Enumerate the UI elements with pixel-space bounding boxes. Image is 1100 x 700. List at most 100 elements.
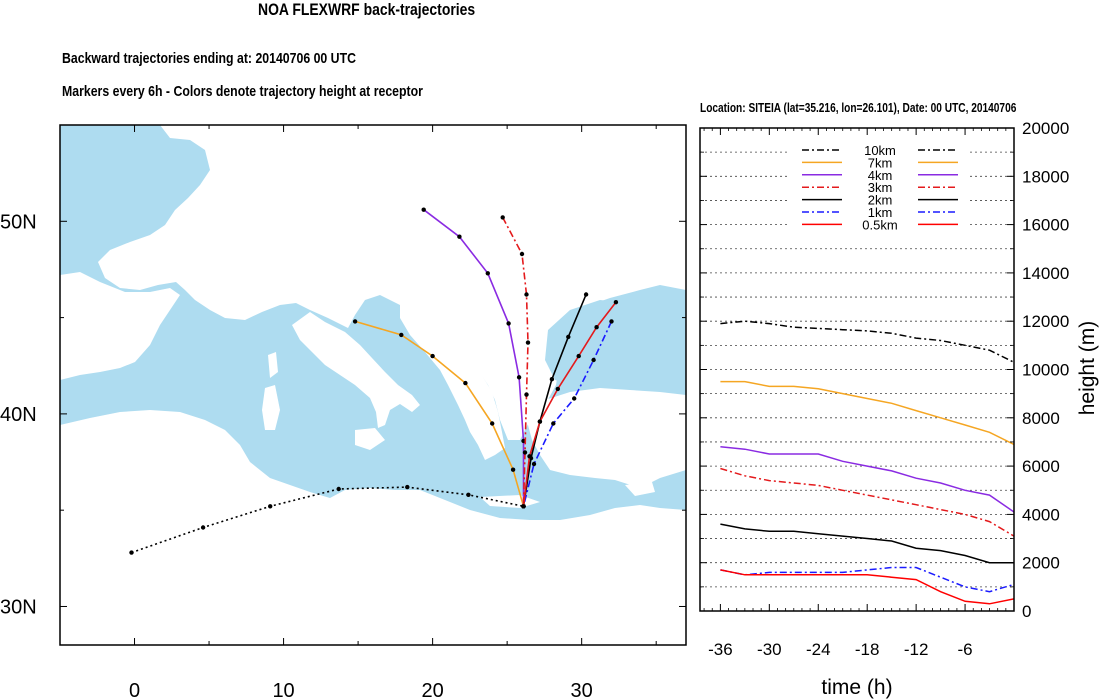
trajectory-marker [519,251,525,257]
trajectory-marker [500,215,505,220]
trajectory-marker [336,486,341,492]
cyprus-island [625,482,655,496]
y-tick-label: 14000 [1022,264,1069,283]
anatolia-landmass [525,388,686,488]
legend-label: 3km [868,180,893,195]
trajectory-line-1km [522,321,613,507]
trajectory-marker [551,421,556,426]
trajectory-marker [522,450,528,455]
height-series-7km [720,380,1014,446]
height-series-1km [720,566,1014,593]
trajectory-marker [613,300,619,305]
trajectory-marker [399,332,404,338]
ending-time-subtitle: Backward trajectories ending at: 2014070… [62,50,356,67]
y-tick-label: 18000 [1022,167,1069,186]
trajectory-marker [572,396,577,401]
europe-landmass [98,125,686,440]
y-tick-label: 10000 [1022,361,1069,380]
y-tick-label: 20000 [1022,119,1069,138]
y-tick-label: 30N [0,596,37,618]
map-land [60,125,686,645]
time-series-axes: -36 -30 -24 -18 -12 -6 0 2000 4000 6000 8000 10000 1… [700,119,1069,659]
trajectory-marker [583,292,589,297]
trajectory-marker [537,419,543,424]
legend-label: 10km [864,143,896,158]
y-tick-label: 8000 [1022,409,1060,428]
trajectory-marker [524,392,529,397]
height-series-lines [720,320,1014,605]
y-tick-label: 40N [0,404,37,426]
black-sea [545,300,686,386]
trajectory-marker [555,386,560,392]
trajectory-marker [352,319,358,324]
y-tick-label: 16000 [1022,216,1069,235]
trajectory-marker [576,353,581,359]
x-tick-label: -24 [806,640,831,659]
y-tick-label: 6000 [1022,457,1060,476]
y-tick-label: 50N [0,211,37,233]
trajectory-marker [591,357,596,363]
trajectory-marker [594,325,599,330]
trajectory-marker [200,525,206,530]
main-title: NOA FLEXWRF back-trajectories [258,0,476,19]
legend-label: 7km [868,155,893,170]
trajectory-lines [129,207,619,555]
balkans-landmass [400,300,505,460]
trajectory-marker [525,340,531,345]
x-tick-label: -18 [855,640,880,659]
sardinia-island [262,385,280,430]
trajectory-marker [527,454,532,459]
trajectory-marker [421,207,426,212]
sicily-island [355,428,385,450]
trajectory-marker [549,377,555,382]
map-axes: 0 10 20 30 30N 40N 50N [0,124,686,700]
legend-label: 1km [868,205,893,220]
trajectory-line-2km [522,294,587,507]
legend-label: 4km [868,168,893,183]
trajectory-map: 0 10 20 30 30N 40N 50N [0,124,687,700]
trajectory-marker [566,334,571,340]
map-frame [59,124,687,646]
trajectory-marker [405,484,410,490]
y-tick-label: 12000 [1022,312,1069,331]
trajectory-marker [490,421,495,426]
legend-label: 2km [868,193,893,208]
location-title: Location: SITEIA (lat=35.216, lon=26.101… [700,100,1017,115]
trajectory-marker [531,461,537,467]
legend-label: 0.5km [862,217,897,232]
trajectory-marker [510,467,516,472]
y-tick-label: 4000 [1022,505,1060,524]
height-series-2km [720,523,1014,564]
trajectory-marker [129,550,134,555]
y-tick-label: 2000 [1022,554,1060,573]
height-series-10km [720,320,1014,363]
height-series-3km [720,467,1014,537]
trajectory-marker [268,504,273,509]
x-tick-label: 30 [571,680,593,700]
corsica-island [268,352,278,378]
markers-subtitle: Markers every 6h - Colors denote traject… [62,83,423,100]
x-tick-label: 10 [272,680,294,700]
x-tick-label: -6 [958,640,973,659]
trajectory-marker [521,504,526,509]
height-series-0.5km [720,569,1014,605]
x-tick-label: 0 [129,680,140,700]
y-tick-label: 0 [1022,602,1031,621]
trajectory-marker [524,292,529,297]
x-tick-label: -30 [757,640,782,659]
trajectory-marker [430,353,435,359]
x-tick-label: 20 [421,680,443,700]
trajectory-marker [466,492,471,497]
height-series-4km [720,446,1014,513]
italy-landmass [292,312,420,428]
trajectory-marker [463,380,468,386]
x-tick-label: -12 [904,640,929,659]
trajectory-marker [506,321,511,326]
trajectory-marker [457,234,462,239]
trajectory-marker [485,271,490,276]
x-tick-label: -36 [708,640,733,659]
y-axis-label: height (m) [1076,321,1099,416]
north-africa-landmass [60,410,686,645]
